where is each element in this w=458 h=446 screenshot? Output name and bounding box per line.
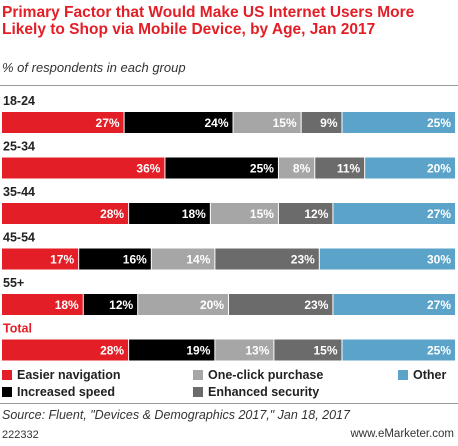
legend-label-other: Other [413,368,447,382]
data-label-total-enhanced-security: 15% [313,344,337,358]
data-label-45-54-easier-navigation: 17% [50,253,74,267]
data-label-45-54-other: 30% [427,253,451,267]
data-label-35-44-increased-speed: 18% [182,207,206,221]
bar-18-24-other [342,112,455,133]
category-label-18-24: 18-24 [3,94,35,108]
legend-label-increased-speed: Increased speed [17,385,115,399]
legend-item-enhanced-security: Enhanced security [193,385,319,399]
bar-18-24-easier-navigation [2,112,124,133]
bar-18-24-one-click-purchase [233,112,301,133]
bar-55-other [333,294,455,315]
data-label-45-54-increased-speed: 16% [123,253,147,267]
data-label-25-34-easier-navigation: 36% [136,162,160,176]
data-label-45-54-one-click-purchase: 14% [186,253,210,267]
data-label-25-34-one-click-purchase: 8% [293,162,311,176]
data-label-total-easier-navigation: 28% [100,344,124,358]
data-label-55-other: 27% [427,298,451,312]
data-label-total-other: 25% [427,344,451,358]
legend-swatch-easier-navigation [2,370,12,380]
bar-total-easier-navigation [2,339,129,361]
bar-55-easier-navigation [2,294,83,315]
data-label-35-44-other: 27% [427,207,451,221]
bar-35-44-other [333,203,455,224]
legend-item-other: Other [398,368,446,382]
bar-45-54-enhanced-security [215,248,319,270]
bar-45-54-easier-navigation [2,248,79,270]
bar-total-enhanced-security [274,339,342,361]
bar-total-other [342,339,455,361]
data-label-55-enhanced-security: 23% [304,298,328,312]
bar-25-34-one-click-purchase [278,157,315,179]
bar-35-44-easier-navigation [2,203,129,224]
data-label-55-increased-speed: 12% [109,298,133,312]
legend-swatch-increased-speed [2,387,12,397]
bar-55-increased-speed [83,294,138,315]
category-label-35-44: 35-44 [3,185,35,199]
chart-legend: Easier navigation Increased speed One-cl… [0,365,458,399]
data-label-25-34-other: 20% [427,162,451,176]
bar-25-34-other [365,157,455,179]
data-label-35-44-one-click-purchase: 15% [250,207,274,221]
data-label-18-24-easier-navigation: 27% [96,116,120,130]
stacked-bar-chart: 18-24 27% 24% 15% 9% 25% 25-34 36% 25% 8% 11% 20% 35… [2,94,455,361]
emarketer-logo: www.eMarketer.com [350,428,454,440]
data-label-18-24-other: 25% [427,116,451,130]
bar-45-54-other [319,248,455,270]
data-label-35-44-enhanced-security: 12% [304,207,328,221]
bar-35-44-increased-speed [129,203,210,224]
bar-total-increased-speed [129,339,215,361]
bar-35-44-enhanced-security [278,203,333,224]
bar-25-34-easier-navigation [2,157,165,179]
legend-swatch-one-click-purchase [193,370,203,380]
bar-55-one-click-purchase [138,294,228,315]
bar-18-24-enhanced-security [301,112,342,133]
data-label-18-24-enhanced-security: 9% [320,116,338,130]
data-label-45-54-enhanced-security: 23% [291,253,315,267]
chart-subtitle: % of respondents in each group [2,60,186,75]
data-label-55-easier-navigation: 18% [55,298,79,312]
bar-18-24-increased-speed [124,112,233,133]
category-label-45-54: 45-54 [3,231,35,245]
legend-swatch-enhanced-security [193,387,203,397]
legend-item-easier-navigation: Easier navigation [2,368,121,382]
legend-swatch-other [398,370,408,380]
top-divider [0,85,458,86]
chart-id: 222332 [2,429,39,441]
bar-25-34-increased-speed [165,157,278,179]
legend-label-easier-navigation: Easier navigation [17,368,121,382]
bar-25-34-enhanced-security [315,157,365,179]
bar-55-enhanced-security [229,294,333,315]
category-label-25-34: 25-34 [3,140,35,154]
legend-item-one-click-purchase: One-click purchase [193,368,323,382]
data-label-25-34-increased-speed: 25% [250,162,274,176]
source-note: Source: Fluent, "Devices & Demographics … [2,408,350,422]
bar-total-one-click-purchase [215,339,274,361]
data-label-total-one-click-purchase: 13% [245,344,269,358]
data-label-total-increased-speed: 19% [186,344,210,358]
bar-45-54-increased-speed [79,248,151,270]
chart-title: Primary Factor that Would Make US Intern… [2,4,415,38]
legend-label-one-click-purchase: One-click purchase [208,368,324,382]
data-label-55-one-click-purchase: 20% [200,298,224,312]
bar-45-54-one-click-purchase [151,248,215,270]
data-label-18-24-one-click-purchase: 15% [273,116,297,130]
legend-item-increased-speed: Increased speed [2,385,115,399]
data-label-18-24-increased-speed: 24% [205,116,229,130]
data-label-25-34-enhanced-security: 11% [337,162,361,176]
data-label-35-44-easier-navigation: 28% [100,207,124,221]
category-label-55: 55+ [3,276,24,290]
category-label-total: Total [3,322,32,336]
legend-label-enhanced-security: Enhanced security [208,385,320,399]
bar-35-44-one-click-purchase [210,203,278,224]
bottom-divider [0,403,458,404]
